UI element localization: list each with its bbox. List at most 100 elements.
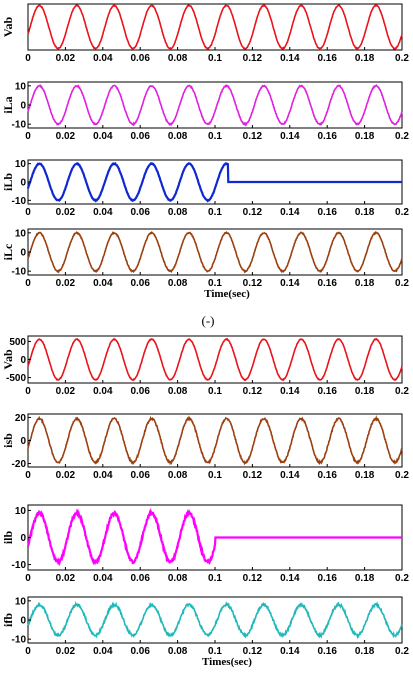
series-line [27,415,403,466]
panel-1: 0 0.02 0.04 0.06 0.08 0.1 0.12 0.14 0.16 0.18 0.2 V… [1,3,409,64]
x-tick-label: 0 [25,573,31,584]
series-line [27,83,403,127]
y-tick-label: 0 [20,248,26,259]
x-tick-label: 0 [25,207,31,218]
y-tick-label: 10 [15,506,27,517]
x-tick-label: 0.2 [395,278,409,289]
x-tick-label: 0.18 [355,386,375,397]
x-tick-label: 0.06 [130,386,150,397]
x-tick-label: 0 [25,386,31,397]
x-tick-label: 0.04 [93,646,113,657]
x-tick-label: 0.06 [130,207,150,218]
x-tick-label: 0.08 [168,386,188,397]
x-tick-label: 0.18 [355,278,375,289]
x-tick-label: 0.16 [317,53,337,64]
y-axis-label: ifb [1,613,15,627]
x-tick-label: 0.08 [168,646,188,657]
x-tick-label: 0.1 [208,53,222,64]
x-axis-label: Time(sec) [204,288,250,300]
x-tick-label: 0.18 [355,646,375,657]
x-tick-label: 0.14 [280,470,300,481]
y-tick-label: -10 [12,635,27,646]
y-tick-label: 0 [20,533,26,544]
y-tick-label: 0 [20,436,26,447]
x-tick-label: 0.08 [168,573,188,584]
y-tick-label: 0 [20,178,26,189]
x-tick-label: 0.08 [168,207,188,218]
x-tick-label: 0.16 [317,470,337,481]
x-tick-label: 0.1 [208,386,222,397]
x-tick-label: 0.06 [130,573,150,584]
x-tick-label: 0.12 [243,470,263,481]
x-tick-label: 0.2 [395,386,409,397]
panel-6: 0 0.02 0.04 0.06 0.08 0.1 0.12 0.14 0.16 0.18 0.2 2… [1,413,409,481]
series-line [27,230,403,274]
x-tick-label: 0.06 [130,131,150,142]
y-tick-label: 0 [20,101,26,112]
x-tick-label: 0.04 [93,386,113,397]
y-axis-label: iLa [1,96,15,113]
x-tick-label: 0.06 [130,470,150,481]
x-tick-label: 0.12 [243,131,263,142]
panel-8: 0 0.02 0.04 0.06 0.08 0.1 0.12 0.14 0.16 0.18 0.2 1… [1,596,409,668]
x-tick-label: 0.04 [93,573,113,584]
x-tick-label: 0 [25,278,31,289]
x-tick-label: 0 [25,646,31,657]
x-tick-label: 0.1 [208,131,222,142]
x-tick-label: 0.14 [280,207,300,218]
x-tick-label: 0.18 [355,207,375,218]
y-tick-label: -10 [12,267,27,278]
plot-frame [27,228,403,276]
x-tick-label: 0.18 [355,53,375,64]
x-tick-label: 0 [25,53,31,64]
y-tick-label: -500 [6,373,26,384]
x-tick-label: 0.18 [355,573,375,584]
x-tick-label: 0.04 [93,470,113,481]
y-tick-label: 0 [20,616,26,627]
x-tick-label: 0.12 [243,646,263,657]
x-tick-label: 0.14 [280,53,300,64]
x-tick-label: 0.2 [395,131,409,142]
x-tick-label: 0.12 [243,207,263,218]
x-tick-label: 0.18 [355,131,375,142]
x-tick-label: 0 [25,470,31,481]
x-tick-label: 0.02 [56,573,76,584]
figure-caption: (-) [202,313,215,328]
x-tick-label: 0.2 [395,573,409,584]
x-tick-label: 0.16 [317,386,337,397]
x-tick-label: 0.12 [243,278,263,289]
x-tick-label: 0.14 [280,278,300,289]
y-tick-label: 20 [15,413,27,424]
x-tick-label: 0.02 [56,131,76,142]
x-tick-label: 0.16 [317,207,337,218]
plot-frame [27,3,403,51]
panel-3: 0 0.02 0.04 0.06 0.08 0.1 0.12 0.14 0.16 0.18 0.2 1… [1,159,409,218]
y-tick-label: -10 [12,120,27,131]
x-tick-label: 0.02 [56,207,76,218]
plot-frame [27,596,403,644]
plot-frame [27,413,403,468]
x-tick-label: 0.04 [93,131,113,142]
x-tick-label: 0.12 [243,386,263,397]
series-line [27,600,403,640]
x-tick-label: 0.1 [208,207,222,218]
x-tick-label: 0.16 [317,573,337,584]
x-tick-label: 0.06 [130,53,150,64]
x-tick-label: 0.02 [56,386,76,397]
x-tick-label: 0.02 [56,646,76,657]
y-axis-label: iLc [1,243,15,260]
series-line [27,337,403,382]
x-tick-label: 0.18 [355,470,375,481]
y-tick-label: 10 [15,81,27,92]
series-line [26,161,402,203]
y-axis-label: Vab [1,349,15,370]
x-tick-label: 0.08 [168,53,188,64]
y-tick-label: 10 [15,596,27,607]
x-tick-label: 0.08 [168,131,188,142]
x-tick-label: 0.06 [130,278,150,289]
x-tick-label: 0.12 [243,573,263,584]
x-tick-label: 0.14 [280,573,300,584]
y-tick-label: 10 [15,159,27,170]
panel-4: 0 0.02 0.04 0.06 0.08 0.1 0.12 0.14 0.16 0.18 0.2 1… [1,228,409,300]
